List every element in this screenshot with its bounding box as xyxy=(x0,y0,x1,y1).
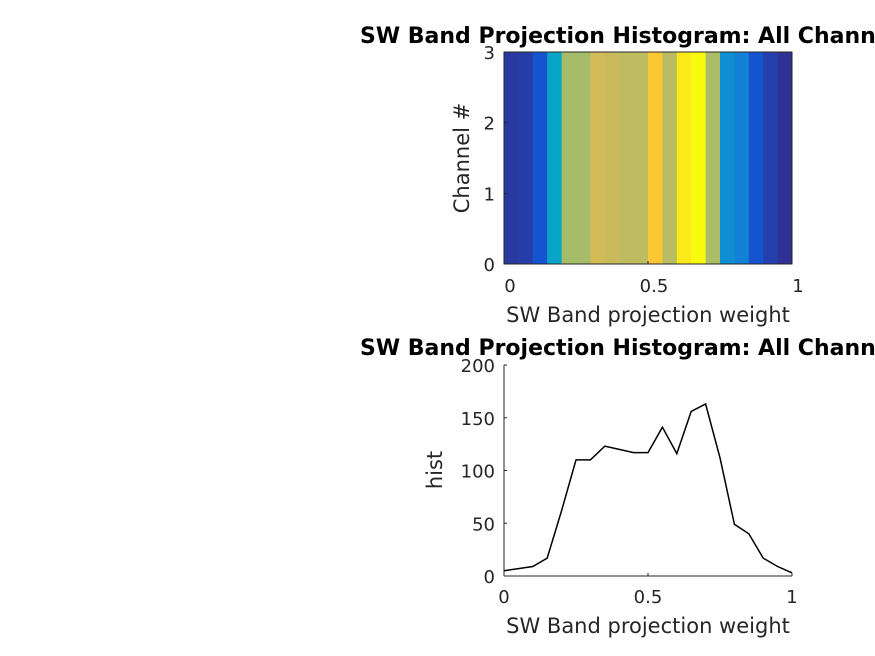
heatmap-cell xyxy=(777,52,793,264)
heatmap-x-tick-label: 0 xyxy=(504,276,515,297)
heatmap-y-tick-label: 1 xyxy=(484,184,495,205)
heatmap-y-tick-label: 3 xyxy=(484,43,495,64)
heatmap-cell xyxy=(633,52,649,264)
heatmap-cell xyxy=(604,52,620,264)
hist-series-line xyxy=(503,402,793,574)
heatmap-cell xyxy=(676,52,692,264)
line-y-tick-label: 50 xyxy=(472,514,495,535)
heatmap-cell xyxy=(547,52,563,264)
line-y-tick-label: 100 xyxy=(461,462,495,483)
line-x-axis-label: SW Band projection weight xyxy=(506,614,790,638)
heatmap-cell xyxy=(561,52,577,264)
heatmap-cell xyxy=(763,52,779,264)
line-ticks: 0 0.5 1 0 50 100 150 200 xyxy=(461,356,798,608)
heatmap-ticks: 0 0.5 1 0 1 2 3 xyxy=(484,43,804,297)
line-y-axis-label: hist xyxy=(423,451,447,489)
heatmap-cells xyxy=(504,52,793,264)
heatmap-x-tick-label: 0.5 xyxy=(640,276,669,297)
heatmap-y-tick-label: 2 xyxy=(484,114,495,135)
heatmap-x-tick-label: 1 xyxy=(792,276,803,297)
heatmap-cell xyxy=(619,52,635,264)
heatmap-cell xyxy=(532,52,548,264)
line-panel: SW Band Projection Histogram: All Channe… xyxy=(360,336,875,638)
heatmap-cell xyxy=(662,52,678,264)
heatmap-cell xyxy=(734,52,750,264)
heatmap-x-axis-label: SW Band projection weight xyxy=(506,303,790,327)
heatmap-cell xyxy=(648,52,663,264)
heatmap-cell xyxy=(518,52,534,264)
heatmap-cell xyxy=(691,52,707,264)
heatmap-panel: SW Band Projection Histogram: All Channe… xyxy=(360,24,875,327)
line-y-tick-label: 200 xyxy=(461,356,495,377)
heatmap-y-axis-label: Channel # xyxy=(450,103,474,214)
line-y-tick-label: 150 xyxy=(461,409,495,430)
heatmap-cell xyxy=(720,52,735,264)
heatmap-cell xyxy=(705,52,721,264)
heatmap-cell xyxy=(576,52,591,264)
heatmap-cell xyxy=(590,52,606,264)
heatmap-y-tick-label: 0 xyxy=(484,255,495,276)
line-y-tick-label: 0 xyxy=(484,567,495,588)
line-x-tick-label: 1 xyxy=(786,587,797,608)
line-x-tick-label: 0.5 xyxy=(634,587,663,608)
line-x-tick-label: 0 xyxy=(498,587,509,608)
line-title: SW Band Projection Histogram: All Channe… xyxy=(360,336,875,361)
heatmap-cell xyxy=(748,52,764,264)
heatmap-cell xyxy=(504,52,519,264)
heatmap-title: SW Band Projection Histogram: All Channe… xyxy=(360,24,875,49)
